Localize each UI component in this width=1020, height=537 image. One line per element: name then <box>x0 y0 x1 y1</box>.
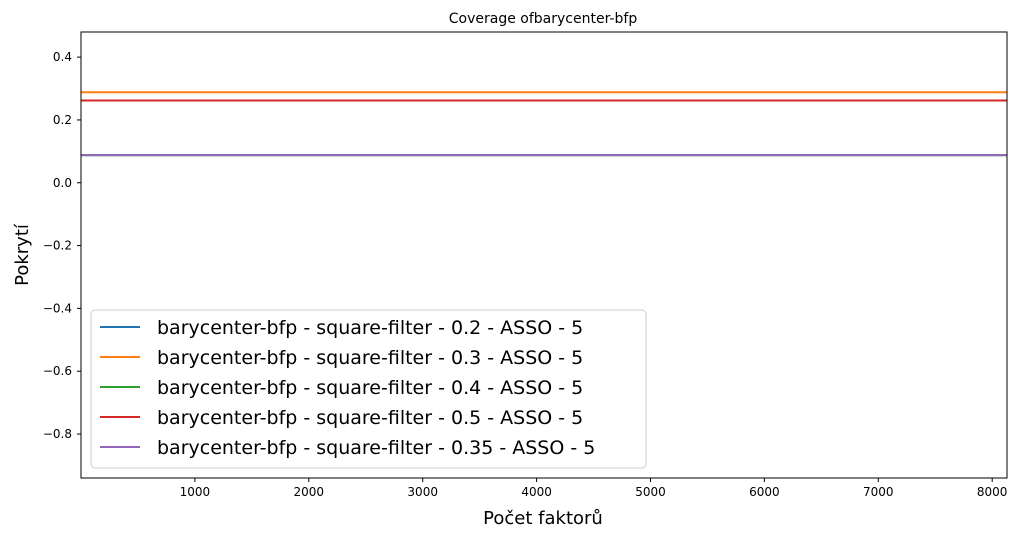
y-axis-title: Pokrytí <box>12 223 33 286</box>
y-tick-label: 0.0 <box>53 176 72 190</box>
plot-frame <box>80 31 1008 479</box>
x-axis-title: Počet faktorů <box>483 508 603 529</box>
legend-label: barycenter-bfp - square-filter - 0.4 - A… <box>157 377 583 399</box>
y-tick-label: −0.8 <box>43 427 72 441</box>
chart-title: Coverage ofbarycenter-bfp <box>449 11 638 27</box>
series-layer <box>81 91 1007 157</box>
y-tick-label: 0.2 <box>53 113 72 127</box>
x-tick-label: 7000 <box>863 485 894 499</box>
x-tick-label: 2000 <box>294 485 325 499</box>
y-tick-label: −0.4 <box>43 301 72 315</box>
legend-label: barycenter-bfp - square-filter - 0.3 - A… <box>157 347 583 369</box>
y-axis: −0.8 −0.6 −0.4 −0.2 0.0 0.2 0.4 <box>43 50 81 441</box>
legend-label: barycenter-bfp - square-filter - 0.2 - A… <box>157 317 583 339</box>
y-tick-label: −0.2 <box>43 239 72 253</box>
x-tick-label: 5000 <box>635 485 666 499</box>
x-axis: 1000 2000 3000 4000 5000 6000 7000 8000 <box>180 478 1008 499</box>
x-tick-label: 1000 <box>180 485 211 499</box>
x-tick-label: 8000 <box>977 485 1008 499</box>
legend-label: barycenter-bfp - square-filter - 0.35 - … <box>157 437 595 459</box>
y-tick-label: 0.4 <box>53 50 72 64</box>
legend-box <box>90 309 647 469</box>
x-tick-label: 6000 <box>749 485 780 499</box>
legend: barycenter-bfp - square-filter - 0.2 - A… <box>90 309 647 469</box>
legend-label: barycenter-bfp - square-filter - 0.5 - A… <box>157 407 583 429</box>
x-tick-label: 3000 <box>407 485 438 499</box>
x-tick-label: 4000 <box>521 485 552 499</box>
y-tick-label: −0.6 <box>43 364 72 378</box>
